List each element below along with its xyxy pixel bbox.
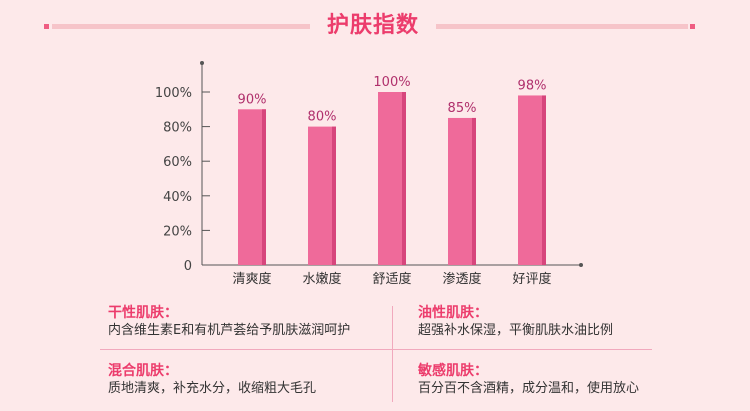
- info-divider-vertical: [392, 306, 393, 402]
- header: 护肤指数: [0, 10, 750, 42]
- bar-value-label: 98%: [518, 78, 547, 93]
- info-oily-title: 油性肌肤：: [418, 305, 488, 321]
- info-sensitive-skin: 敏感肌肤： 百分百不含酒精，成分温和，使用放心: [418, 362, 639, 398]
- bar: [518, 95, 546, 266]
- page-title: 护肤指数: [326, 13, 419, 38]
- category-label: 好评度: [512, 271, 551, 287]
- bar-shadow: [402, 92, 406, 265]
- bar: [238, 109, 266, 265]
- value-labels: 90% 80% 100% 85% 98%: [238, 75, 547, 125]
- category-label: 渗透度: [442, 271, 481, 287]
- y-tick-label: 100%: [155, 86, 192, 101]
- y-axis-end-dot: [200, 61, 204, 65]
- y-tick-label: 20%: [163, 224, 192, 239]
- y-tick-label: 80%: [163, 121, 192, 136]
- info-oily-skin: 油性肌肤： 超强补水保湿，平衡肌肤水油比例: [418, 304, 613, 340]
- info-divider-horizontal: [100, 349, 652, 350]
- info-dry-title: 干性肌肤：: [108, 305, 178, 321]
- info-mixed-title: 混合肌肤：: [108, 363, 178, 379]
- bar-shadow: [332, 126, 336, 265]
- y-ticks: 0 20% 40% 60% 80% 100%: [155, 86, 210, 274]
- bar-chart: 0 20% 40% 60% 80% 100% 90% 80% 100% 85% 98% 清爽度 水嫩…: [155, 61, 583, 287]
- bars: [238, 92, 546, 266]
- bar-shadow: [542, 95, 546, 266]
- info-sensitive-title: 敏感肌肤：: [418, 363, 488, 379]
- y-tick-label: 0: [184, 259, 192, 274]
- bar: [448, 117, 476, 265]
- bar-value-label: 80%: [308, 110, 337, 125]
- x-axis-end-dot: [579, 263, 583, 267]
- info-oily-desc: 超强补水保湿，平衡肌肤水油比例: [418, 323, 614, 338]
- category-labels: 清爽度 水嫩度 舒适度 渗透度 好评度: [232, 271, 551, 287]
- header-line-left: [52, 24, 310, 29]
- info-sensitive-desc: 百分百不含酒精，成分温和，使用放心: [418, 381, 640, 396]
- category-label: 水嫩度: [302, 271, 341, 287]
- header-dot-right: [690, 24, 695, 29]
- y-tick-label: 40%: [163, 190, 192, 205]
- info-mixed-skin: 混合肌肤： 质地清爽，补充水分，收缩粗大毛孔: [108, 362, 316, 398]
- bar-value-label: 100%: [373, 75, 410, 90]
- header-line-right: [436, 24, 688, 29]
- info-mixed-desc: 质地清爽，补充水分，收缩粗大毛孔: [108, 381, 317, 396]
- bar-shadow: [262, 109, 266, 265]
- bar: [378, 92, 406, 265]
- bar-value-label: 85%: [448, 101, 477, 116]
- info-dry-skin: 干性肌肤： 内含维生素E和有机芦荟给予肌肤滋润呵护: [108, 304, 350, 340]
- category-label: 清爽度: [232, 271, 271, 287]
- category-label: 舒适度: [372, 271, 411, 287]
- bar-shadow: [472, 117, 476, 265]
- info-dry-desc: 内含维生素E和有机芦荟给予肌肤滋润呵护: [108, 323, 351, 338]
- y-tick-label: 60%: [163, 155, 192, 170]
- header-dot-left: [44, 24, 49, 29]
- bar: [308, 126, 336, 265]
- bar-value-label: 90%: [238, 92, 267, 107]
